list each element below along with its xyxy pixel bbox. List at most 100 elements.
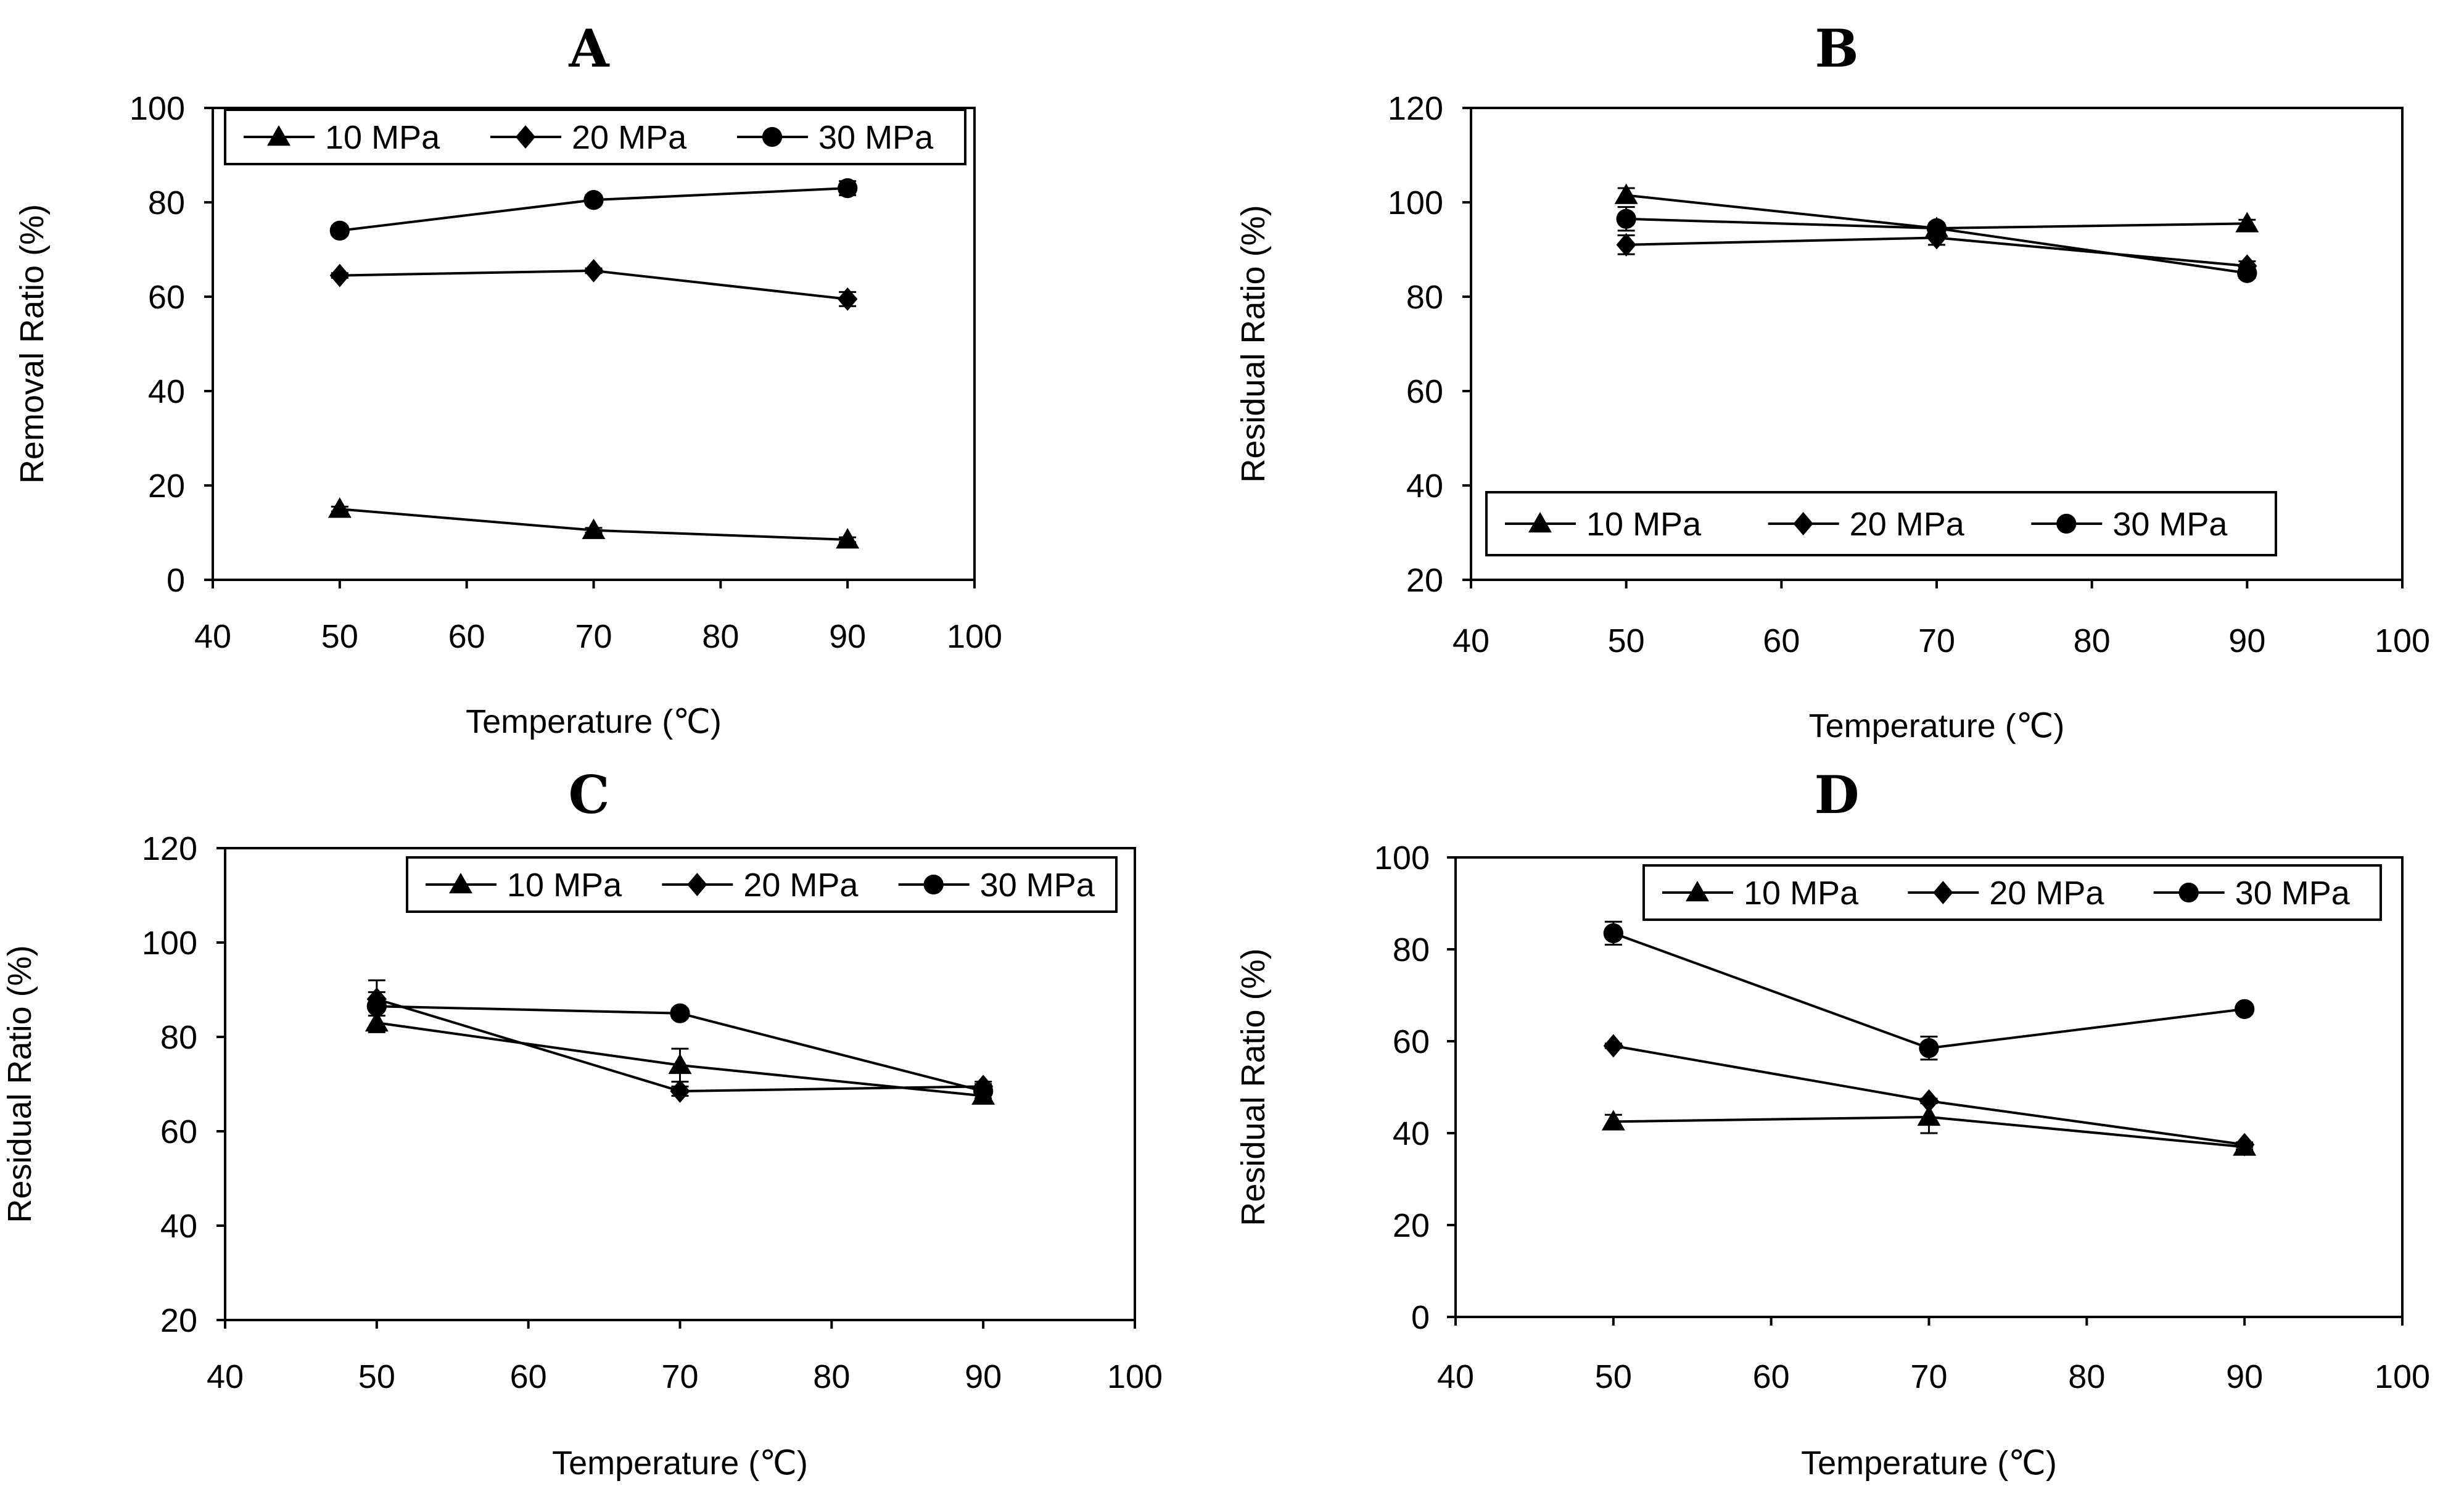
legend-item-30-mpa: 30 MPa [2153, 875, 2351, 912]
legend-label: 10 MPa [325, 119, 440, 156]
y-tick-label: 20 [160, 1302, 197, 1339]
series-20-mpa [1603, 1034, 2255, 1157]
legend-label: 10 MPa [1744, 875, 1859, 912]
y-tick-label: 0 [167, 562, 185, 599]
data-point [1616, 233, 1636, 257]
x-axis-label: Temperature (℃) [552, 1445, 808, 1482]
y-tick-label: 80 [160, 1019, 197, 1056]
legend-item-10-mpa: 10 MPa [244, 119, 440, 156]
legend: 10 MPa 20 MPa 30 MPa [1642, 864, 2382, 921]
data-point [1919, 1038, 1939, 1058]
y-axis-label: Residual Ratio (%) [1235, 948, 1272, 1226]
y-tick-label: 120 [142, 830, 197, 867]
data-point [1616, 208, 1636, 229]
data-point [836, 527, 860, 549]
legend-marker [1686, 881, 1709, 902]
y-tick-label: 40 [148, 373, 185, 410]
x-tick-label: 70 [1910, 1358, 1947, 1395]
legend-marker [449, 873, 472, 894]
y-tick-label: 20 [1393, 1207, 1430, 1244]
y-tick-label: 100 [1374, 840, 1430, 877]
legend-item-20-mpa: 20 MPa [1908, 875, 2104, 912]
x-tick-label: 40 [1437, 1358, 1474, 1395]
data-point [838, 178, 858, 199]
legend-item-30-mpa: 30 MPa [2031, 506, 2228, 543]
x-tick-label: 100 [2375, 622, 2430, 659]
x-tick-label: 60 [1753, 1358, 1790, 1395]
y-tick-label: 60 [1393, 1023, 1430, 1060]
x-tick-label: 80 [813, 1358, 850, 1395]
x-tick-label: 100 [2375, 1358, 2430, 1395]
legend-marker [687, 873, 707, 896]
legend-box [224, 109, 966, 165]
legend-label: 30 MPa [2112, 506, 2228, 543]
x-tick-label: 40 [207, 1358, 244, 1395]
x-tick-label: 40 [1452, 622, 1490, 659]
chart-panel-a: A 0 20 40 60 80 100 40 50 60 70 80 90 100 Temperature … [14, 18, 1002, 740]
data-point [1603, 1034, 1623, 1058]
series-30-mpa [1616, 206, 2257, 283]
legend-marker [2178, 882, 2199, 903]
data-point [838, 287, 858, 311]
data-point [328, 497, 352, 518]
legend: 10 MPa 20 MPa 30 MPa [1485, 491, 2277, 556]
y-axis-label: Residual Ratio (%) [1, 945, 38, 1223]
data-point [2235, 1133, 2255, 1157]
x-tick-label: 80 [2074, 622, 2111, 659]
legend-marker [1528, 512, 1552, 533]
legend-label: 30 MPa [2235, 875, 2351, 912]
legend-marker [1933, 881, 1953, 904]
x-tick-label: 50 [1608, 622, 1645, 659]
x-tick-label: 70 [661, 1358, 698, 1395]
legend-item-10-mpa: 10 MPa [426, 867, 622, 904]
data-point [670, 1003, 690, 1023]
data-point [2237, 263, 2257, 283]
panel-title: A [568, 18, 610, 79]
x-axis-label: Temperature (℃) [1801, 1445, 2057, 1482]
y-axis-label: Removal Ratio (%) [14, 204, 51, 484]
legend-label: 20 MPa [572, 119, 687, 156]
y-tick-label: 60 [160, 1113, 197, 1150]
y-tick-label: 20 [1406, 562, 1443, 599]
chart-panel-d: D 0 20 40 60 80 100 40 50 60 70 80 90 100 Temperature … [1235, 764, 2430, 1482]
legend-label: 20 MPa [1850, 506, 1965, 543]
series-30-mpa [1603, 920, 2255, 1061]
legend-item-20-mpa: 20 MPa [662, 867, 859, 904]
x-tick-label: 80 [2068, 1358, 2105, 1395]
y-tick-label: 100 [1388, 184, 1443, 221]
y-tick-label: 80 [1406, 279, 1443, 316]
legend-item-20-mpa: 20 MPa [490, 119, 687, 156]
data-point [1926, 218, 1947, 239]
data-point [1917, 1105, 1941, 1126]
data-point [668, 1053, 692, 1075]
y-tick-label: 80 [148, 184, 185, 221]
x-tick-label: 50 [358, 1358, 395, 1395]
legend-box [406, 856, 1118, 913]
legend-item-20-mpa: 20 MPa [1768, 506, 1965, 543]
data-point [1614, 183, 1638, 204]
x-tick-label: 50 [321, 618, 358, 655]
x-tick-label: 70 [1918, 622, 1955, 659]
legend-label: 30 MPa [980, 867, 1095, 904]
legend: 10 MPa 20 MPa 30 MPa [224, 109, 966, 165]
data-point [2235, 212, 2259, 233]
y-tick-label: 60 [148, 279, 185, 316]
series-line [1613, 932, 2245, 1050]
y-tick-label: 120 [1388, 90, 1443, 127]
y-tick-label: 40 [160, 1208, 197, 1245]
x-tick-label: 80 [702, 618, 739, 655]
series-10-mpa [328, 497, 860, 549]
legend-label: 10 MPa [507, 867, 622, 904]
data-point [670, 1079, 690, 1103]
legend-item-30-mpa: 30 MPa [898, 867, 1095, 904]
data-point [2235, 999, 2255, 1019]
legend-marker [762, 126, 783, 147]
data-point [366, 996, 387, 1017]
legend: 10 MPa 20 MPa 30 MPa [406, 856, 1118, 913]
y-axis-label: Residual Ratio (%) [1235, 205, 1272, 482]
x-tick-label: 90 [2228, 622, 2265, 659]
chart-panel-c: C 20 40 60 80 100 120 40 50 60 70 80 90 100 Temperatur… [1, 764, 1163, 1482]
legend-item-10-mpa: 10 MPa [1505, 506, 1702, 543]
